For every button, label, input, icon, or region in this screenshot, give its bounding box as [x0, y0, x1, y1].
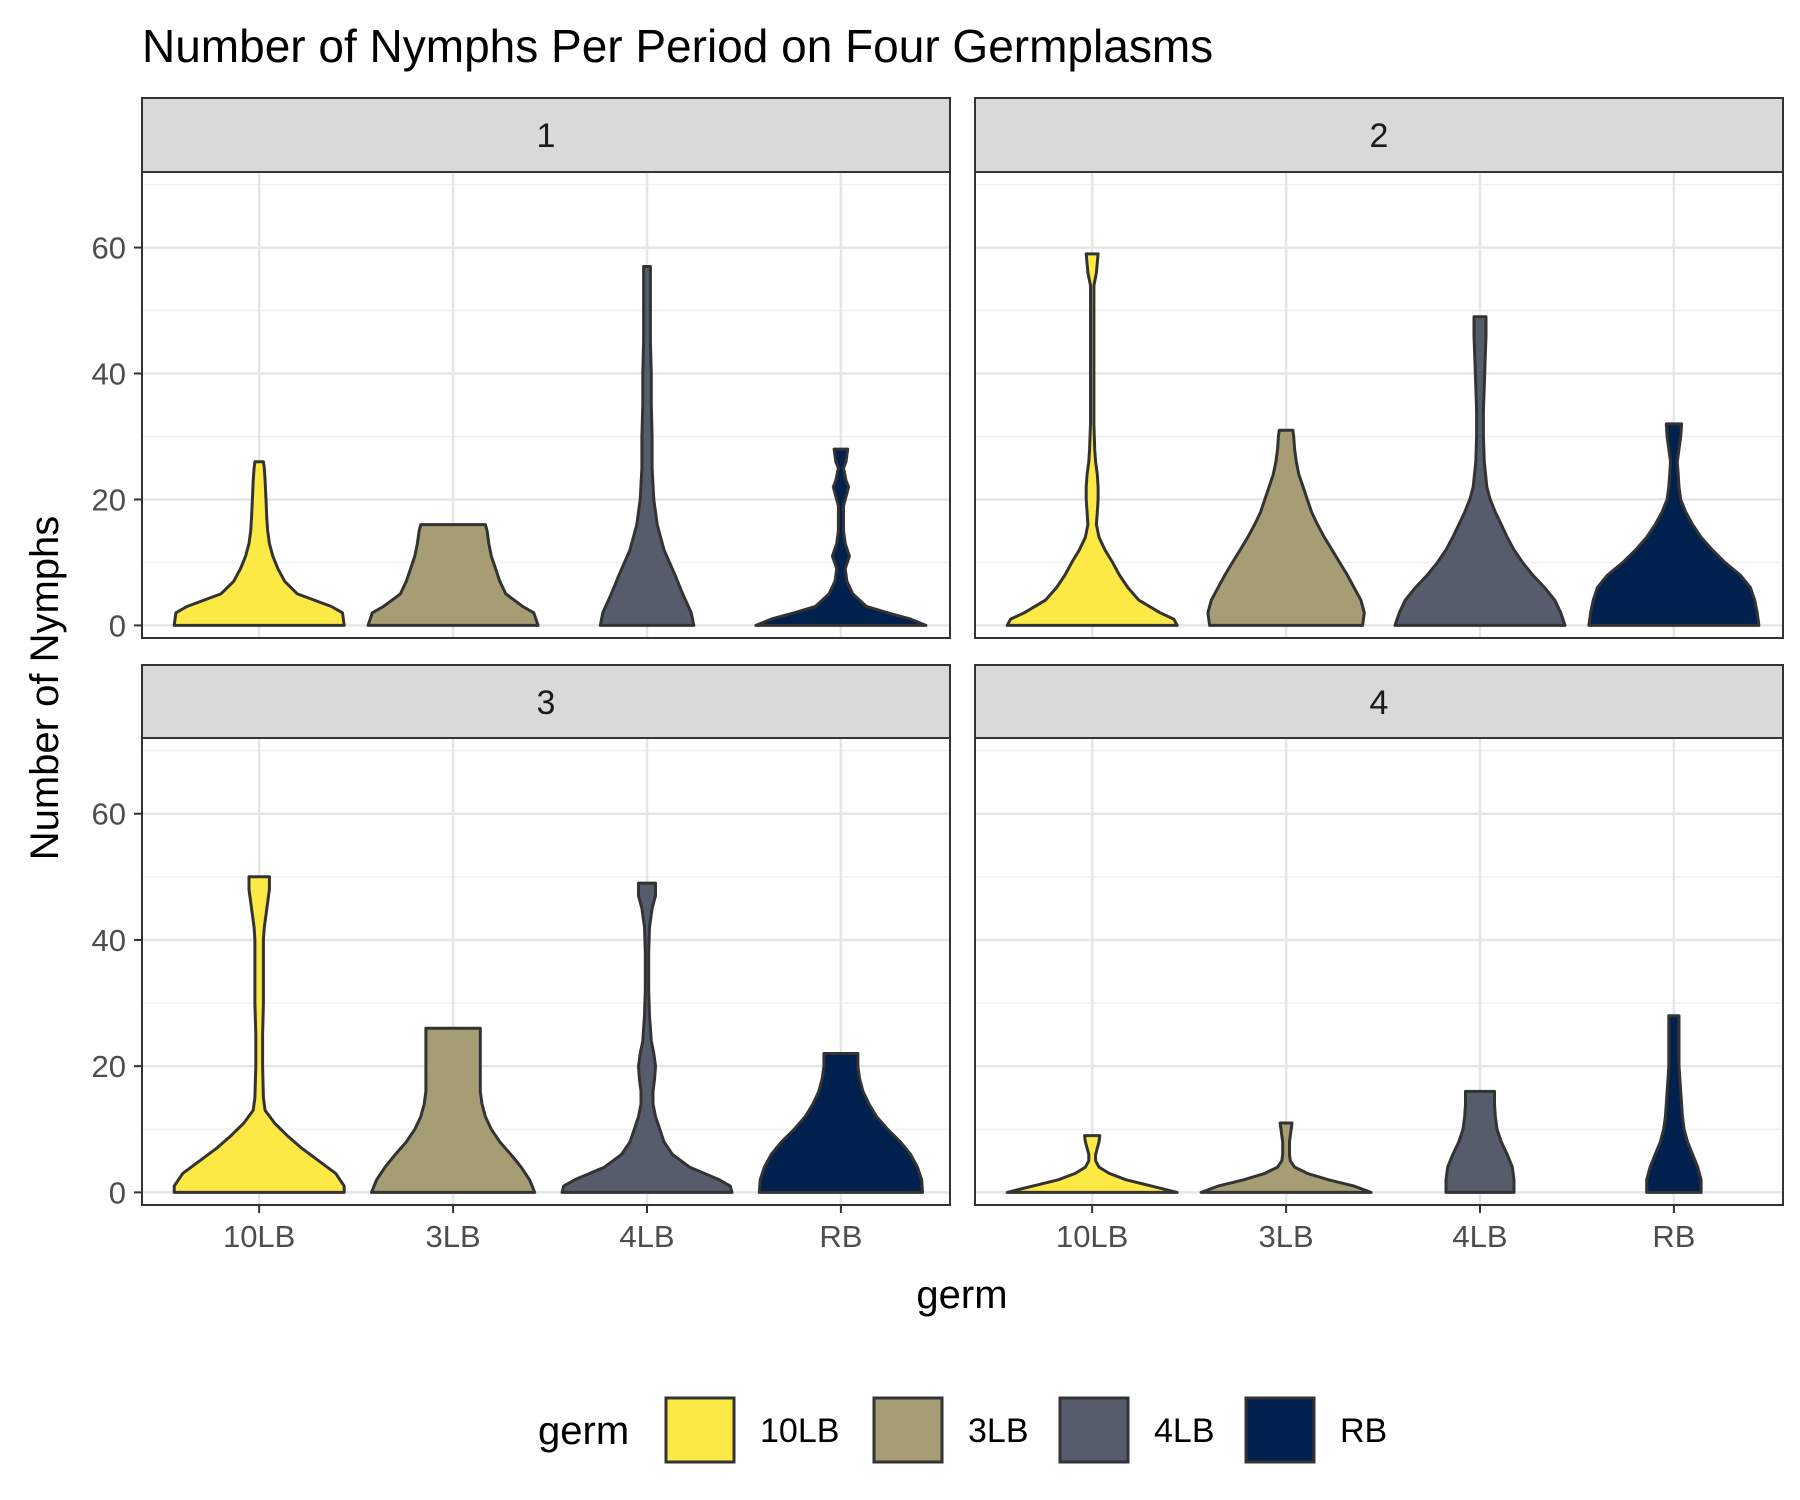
legend-label-4LB: 4LB — [1154, 1412, 1215, 1450]
x-tick-label: 3LB — [425, 1219, 480, 1254]
violin-3LB-facet-1 — [366, 523, 540, 627]
violin-10LB-facet-1 — [172, 460, 346, 627]
facet-strip-label: 4 — [1370, 684, 1389, 722]
legend-key-RB — [1244, 1396, 1316, 1464]
chart-title: Number of Nymphs Per Period on Four Germ… — [142, 20, 1213, 72]
legend-label-3LB: 3LB — [968, 1412, 1029, 1450]
legend-key-10LB — [664, 1396, 736, 1464]
plot-panel-border — [141, 171, 951, 639]
violin-10LB-facet-4 — [1005, 1134, 1179, 1194]
plot-panel-border — [974, 737, 1784, 1206]
x-tick-label: 10LB — [1056, 1219, 1128, 1254]
y-tick-label: 60 — [92, 231, 126, 266]
legend-key-3LB — [872, 1396, 944, 1464]
violin-4LB-facet-4 — [1444, 1089, 1516, 1194]
x-axis-label: germ — [916, 1273, 1007, 1317]
facet-strip-label: 2 — [1370, 117, 1389, 155]
facet-strip — [974, 664, 1784, 739]
facet-panel-4: 4 10LB 3LB 4LB RB — [974, 664, 1784, 1254]
plot-panel — [142, 172, 950, 638]
violin-10LB-facet-3 — [172, 875, 346, 1194]
x-tick-label: 4LB — [619, 1219, 674, 1254]
facet-panel-1: 1 0 20 40 60 — [92, 97, 951, 643]
violin-3LB-facet-4 — [1199, 1121, 1373, 1194]
y-axis-label: Number of Nymphs — [23, 516, 67, 861]
violin-RB-facet-3 — [757, 1052, 924, 1194]
violin-4LB-facet-3 — [560, 881, 734, 1194]
x-tick-label: RB — [1652, 1219, 1695, 1254]
x-tick-label: 4LB — [1452, 1219, 1507, 1254]
facet-panel-2: 2 — [974, 97, 1784, 639]
facet-strip-label: 1 — [537, 117, 556, 155]
legend: germ 10LB 3LB 4LB RB — [538, 1396, 1387, 1464]
y-tick-label: 20 — [92, 482, 126, 517]
legend-title: germ — [538, 1409, 629, 1453]
y-tick-label: 0 — [109, 1175, 126, 1210]
violin-3LB-facet-3 — [370, 1026, 537, 1194]
y-tick-label: 40 — [92, 923, 126, 958]
facet-strip — [141, 664, 951, 739]
violin-RB-facet-4 — [1645, 1014, 1703, 1194]
y-tick-label: 40 — [92, 357, 126, 392]
y-tick-label: 0 — [109, 608, 126, 643]
plot-panel — [975, 738, 1783, 1205]
plot-panel-border — [141, 737, 951, 1206]
violin-RB-facet-2 — [1587, 422, 1761, 627]
x-tick-label: RB — [819, 1219, 862, 1254]
facet-strip-label: 3 — [537, 684, 556, 722]
violin-3LB-facet-2 — [1206, 428, 1366, 627]
legend-label-10LB: 10LB — [760, 1412, 839, 1450]
facet-panel-3: 3 0 20 40 60 10LB 3LB 4LB RB — [92, 664, 951, 1254]
plot-panel-border — [974, 171, 1784, 639]
facet-strip — [141, 97, 951, 173]
violin-4LB-facet-1 — [598, 265, 696, 627]
legend-key-4LB — [1058, 1396, 1130, 1464]
violin-10LB-facet-2 — [1005, 252, 1179, 627]
x-tick-label: 3LB — [1258, 1219, 1313, 1254]
legend-label-RB: RB — [1340, 1412, 1387, 1450]
violin-RB-facet-1 — [754, 447, 928, 627]
y-tick-label: 60 — [92, 797, 126, 832]
y-tick-label: 20 — [92, 1049, 126, 1084]
facet-panels: 1 0 20 40 60 2 3 0 20 40 60 10LB 3LB 4LB RB 4 10LB 3LB 4LB… — [92, 97, 1784, 1254]
x-tick-label: 10LB — [223, 1219, 295, 1254]
violin-4LB-facet-2 — [1393, 315, 1567, 627]
